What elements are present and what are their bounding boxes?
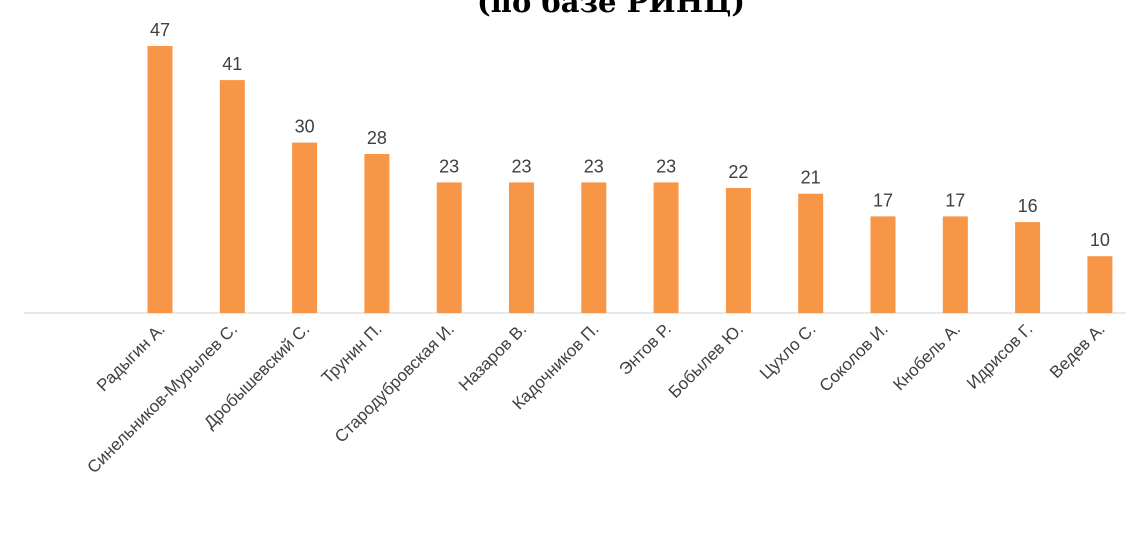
bar-12 <box>942 216 968 313</box>
chart-title: (по базе РИНЦ) <box>477 0 745 19</box>
bar-6 <box>509 182 534 313</box>
bar-2 <box>219 80 245 313</box>
bar-value-label: 22 <box>728 162 748 182</box>
bar-value-label: 23 <box>656 156 676 176</box>
bar-value-label: 17 <box>945 190 965 210</box>
category-label: Синельников-Мурылев С. <box>83 319 241 477</box>
category-label: Бобылев Ю. <box>665 319 747 401</box>
category-label: Назаров В. <box>455 319 530 394</box>
category-label: Цухло С. <box>756 319 820 383</box>
bar-3 <box>292 142 318 313</box>
bar-14 <box>1087 256 1113 313</box>
bar-4 <box>364 154 390 313</box>
bar-value-label: 17 <box>873 190 893 210</box>
category-labels: Радыгин А.Синельников-Мурылев С.Дробышев… <box>83 319 1108 477</box>
category-label: Ведев А. <box>1046 319 1109 382</box>
category-label: Трунин П. <box>318 319 386 387</box>
category-label: Энтов Р. <box>615 319 675 379</box>
bar-value-label: 23 <box>439 156 459 176</box>
bar-value-label: 30 <box>295 117 315 137</box>
bar-7 <box>581 182 607 313</box>
bar-value-label: 47 <box>150 20 170 40</box>
bar-series <box>147 46 1113 313</box>
category-label: Кнобель А. <box>889 319 964 394</box>
bar-value-label: 23 <box>511 156 531 176</box>
category-label: Радыгин А. <box>93 319 169 395</box>
bar-value-label: 23 <box>584 156 604 176</box>
bar-13 <box>1015 222 1041 313</box>
bar-value-label: 28 <box>367 128 387 148</box>
data-labels: 47 41 30 28 23 23 23 23 22 21 17 17 16 10 <box>150 20 1110 250</box>
bar-10 <box>798 193 824 313</box>
bar-value-label: 10 <box>1090 230 1110 250</box>
category-label: Идрисов Г. <box>963 319 1036 392</box>
bar-value-label: 16 <box>1018 196 1038 216</box>
bar-value-label: 41 <box>222 54 242 74</box>
category-label: Стародубровская И. <box>331 319 458 446</box>
bar-11 <box>870 216 896 313</box>
bar-8 <box>653 182 679 313</box>
bar-5 <box>436 182 462 313</box>
bar-1 <box>147 46 173 313</box>
category-label: Соколов И. <box>816 319 892 395</box>
bar-value-label: 21 <box>801 168 821 188</box>
bar-9 <box>725 188 751 313</box>
